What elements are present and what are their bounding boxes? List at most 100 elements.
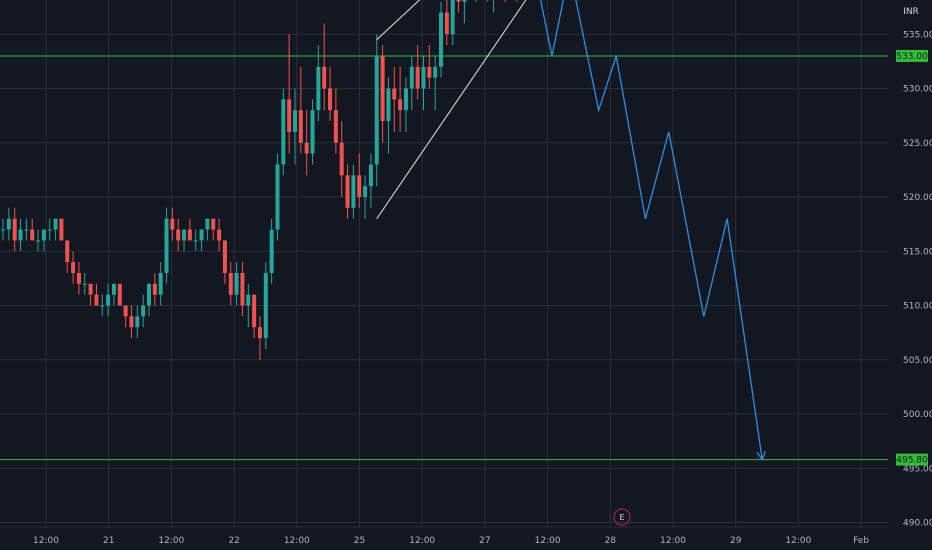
candle-body bbox=[100, 305, 105, 307]
y-tick-label: 495.00 bbox=[903, 464, 932, 474]
candles bbox=[1, 0, 518, 360]
support-price-tag bbox=[896, 49, 928, 62]
y-tick-label: 505.00 bbox=[903, 356, 932, 366]
candle-body bbox=[351, 175, 356, 208]
candle-body bbox=[36, 240, 41, 242]
y-tick-label: 500.00 bbox=[903, 410, 932, 420]
candle-body bbox=[345, 175, 350, 208]
x-tick-label: 12:00 bbox=[284, 536, 310, 546]
x-tick-label: 27 bbox=[479, 536, 490, 546]
candle-body bbox=[30, 229, 35, 241]
candle-body bbox=[71, 262, 76, 273]
candle-body bbox=[339, 142, 344, 176]
candle-body bbox=[211, 218, 216, 230]
candle-body bbox=[82, 283, 87, 285]
candle-body bbox=[12, 218, 17, 241]
y-tick-label: 525.00 bbox=[903, 139, 932, 149]
candle-body bbox=[246, 294, 251, 306]
y-tick-label: 535.00 bbox=[903, 30, 932, 40]
candle-body bbox=[135, 316, 140, 328]
candle-body bbox=[222, 240, 227, 273]
candle-body bbox=[287, 99, 292, 132]
candle-body bbox=[76, 272, 81, 284]
candle-body bbox=[41, 229, 46, 241]
candle-body bbox=[398, 99, 403, 111]
candle-body bbox=[123, 305, 128, 317]
x-tick-label: 12:00 bbox=[409, 536, 435, 546]
time-axis[interactable] bbox=[0, 527, 932, 550]
candle-body bbox=[147, 283, 151, 306]
y-tick-label: 530.00 bbox=[903, 85, 932, 95]
candle-body bbox=[298, 110, 303, 143]
x-tick-label: 29 bbox=[730, 536, 742, 546]
candle-body bbox=[310, 110, 315, 154]
x-tick-label: 25 bbox=[354, 536, 365, 546]
candle-body bbox=[357, 175, 362, 197]
candle-body bbox=[170, 218, 175, 230]
candle-body bbox=[333, 110, 338, 143]
candle-body bbox=[47, 229, 52, 231]
candle-body bbox=[304, 142, 309, 154]
y-tick-label: 520.00 bbox=[903, 193, 932, 203]
candle-body bbox=[269, 229, 274, 273]
candle-body bbox=[59, 218, 64, 241]
x-tick-label: 12:00 bbox=[785, 536, 811, 546]
candle-body bbox=[18, 229, 23, 241]
price-projections[interactable] bbox=[499, 0, 766, 461]
candle-body bbox=[158, 272, 163, 295]
candle-body bbox=[293, 110, 297, 132]
candle-body bbox=[193, 240, 198, 242]
x-tick-label: 12:00 bbox=[158, 536, 184, 546]
candle-body bbox=[228, 272, 233, 295]
candle-body bbox=[415, 66, 420, 89]
candle-body bbox=[88, 283, 93, 295]
candle-body bbox=[450, 0, 455, 35]
candle-body bbox=[374, 55, 379, 165]
candle-body bbox=[94, 294, 99, 306]
projection-arrowhead-bearish bbox=[756, 450, 766, 461]
candle-body bbox=[6, 218, 11, 230]
x-tick-label: 22 bbox=[228, 536, 239, 546]
x-tick-label: 21 bbox=[103, 536, 114, 546]
candle-body bbox=[421, 66, 426, 89]
channel-line-upper[interactable] bbox=[376, 0, 576, 41]
channel-line-lower[interactable] bbox=[376, 0, 599, 219]
grid bbox=[0, 0, 888, 527]
x-tick-label: 12:00 bbox=[660, 536, 686, 546]
earnings-icon[interactable] bbox=[613, 508, 631, 526]
y-axis-labels: 490.00 495.00 500.00 505.00 510.00 515.00 520.… bbox=[903, 30, 932, 528]
candle-body bbox=[152, 283, 157, 295]
candle-body bbox=[129, 316, 134, 328]
candle-body bbox=[444, 12, 449, 35]
candle-body bbox=[257, 327, 262, 339]
candle-body bbox=[240, 272, 245, 306]
candle-body bbox=[164, 218, 169, 273]
candle-body bbox=[182, 229, 187, 241]
candle-body bbox=[252, 294, 257, 328]
candle-body bbox=[199, 229, 204, 241]
candle-body bbox=[53, 218, 58, 230]
candle-body bbox=[368, 164, 373, 187]
candle-body bbox=[111, 283, 116, 295]
candle-body bbox=[205, 218, 210, 230]
support-price-tag bbox=[896, 453, 928, 466]
candle-body bbox=[409, 66, 414, 89]
candle-body bbox=[65, 240, 70, 263]
support-lines bbox=[0, 55, 888, 461]
candle-body bbox=[1, 229, 5, 231]
candle-body bbox=[106, 294, 111, 306]
candle-body bbox=[363, 186, 368, 197]
candle-body bbox=[187, 229, 192, 241]
candle-body bbox=[456, 0, 461, 2]
projection-path-bearish[interactable] bbox=[534, 0, 763, 460]
candle-body bbox=[403, 88, 408, 111]
candle-body bbox=[316, 66, 321, 111]
earnings-marker[interactable]: E bbox=[613, 508, 631, 526]
support-price-label: 533.00 bbox=[896, 52, 928, 62]
currency-label: INR bbox=[903, 7, 919, 17]
candle-body bbox=[234, 272, 239, 295]
rising-wedge-channel[interactable] bbox=[376, 0, 599, 219]
x-tick-label: 12:00 bbox=[535, 536, 561, 546]
